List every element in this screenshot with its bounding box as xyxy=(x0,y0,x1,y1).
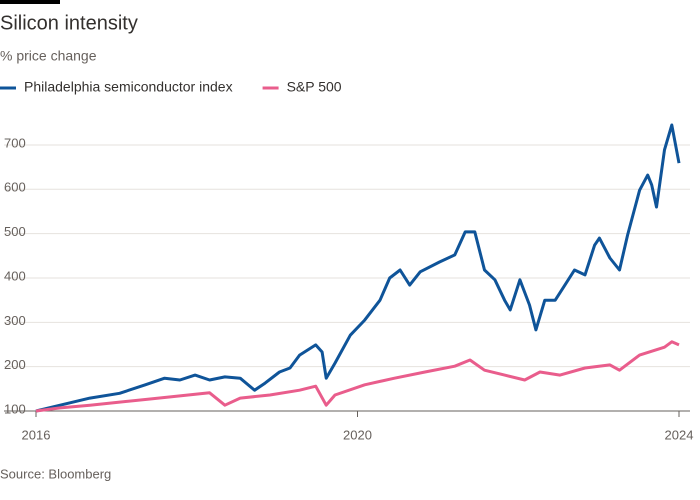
legend-label: S&P 500 xyxy=(287,79,342,95)
brand-bar xyxy=(0,0,60,4)
chart-subtitle: % price change xyxy=(0,48,97,64)
source-note: Source: Bloomberg xyxy=(0,466,111,481)
y-tick-label: 600 xyxy=(4,180,26,195)
y-tick-label: 100 xyxy=(4,401,26,416)
legend: Philadelphia semiconductor index S&P 500 xyxy=(0,79,342,95)
series-line xyxy=(35,340,680,413)
y-tick-label: 400 xyxy=(4,268,26,283)
plot-area: 100 200 300 400 500 600 700 2016 2020 2024 xyxy=(4,123,694,442)
y-tick-label: 200 xyxy=(4,357,26,372)
y-tick-label: 500 xyxy=(4,224,26,239)
x-tick-label: 2024 xyxy=(665,427,694,442)
legend-label: Philadelphia semiconductor index xyxy=(24,79,233,95)
chart-title: Silicon intensity xyxy=(0,12,138,34)
y-tick-label: 300 xyxy=(4,313,26,328)
series-line xyxy=(35,123,681,413)
y-tick-label: 700 xyxy=(4,135,26,150)
x-tick-label: 2020 xyxy=(343,427,372,442)
x-tick-label: 2016 xyxy=(22,427,51,442)
